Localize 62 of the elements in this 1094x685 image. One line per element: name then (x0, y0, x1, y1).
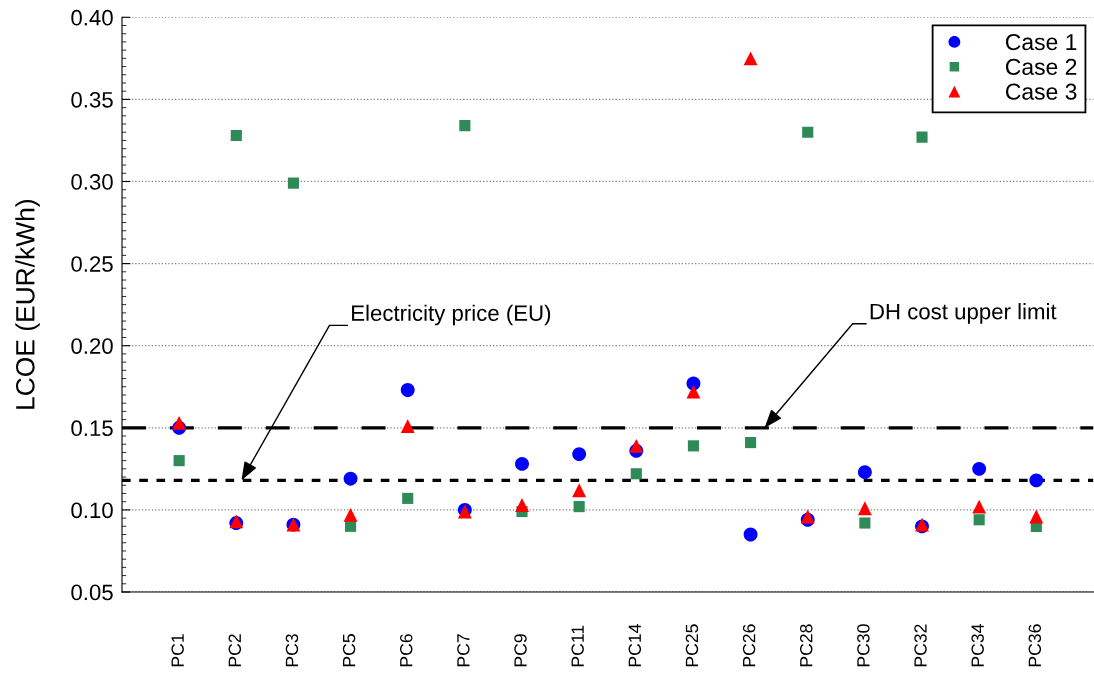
point (859, 517, 871, 529)
x-tick-label: PC32 (914, 624, 927, 667)
ref-line-label: Electricity price (EU) (352, 304, 551, 326)
x-tick-label: PC3 (285, 634, 299, 667)
point (515, 498, 529, 512)
x-tick-label: PC11 (571, 625, 584, 667)
point (687, 440, 699, 452)
x-tick-label: PC26 (742, 624, 756, 667)
point (573, 501, 585, 513)
point (230, 129, 242, 142)
y-tick-label: 0.20 (71, 338, 113, 354)
point (1029, 473, 1044, 488)
point (857, 465, 872, 480)
point (400, 383, 415, 397)
x-tick-label: PC36 (1028, 624, 1042, 667)
x-tick-label: PC14 (628, 624, 642, 667)
point (743, 51, 758, 66)
legend-label: Case 3 (1005, 83, 1077, 100)
point (629, 438, 644, 453)
point (802, 126, 814, 138)
point (686, 384, 701, 399)
ref-line-label: DH cost upper limit (870, 303, 1057, 324)
point (402, 492, 414, 504)
point (572, 483, 587, 498)
x-tick-label: PC9 (514, 634, 527, 667)
point (973, 514, 985, 526)
point (857, 501, 872, 516)
point (1029, 509, 1044, 524)
y-tick-label: 0.25 (71, 256, 113, 272)
x-tick-label: PC1 (171, 634, 184, 667)
x-tick-label: PC25 (685, 624, 699, 667)
point (172, 415, 187, 430)
x-tick-label: PC2 (228, 634, 242, 667)
legend-label: Case 1 (1005, 33, 1077, 51)
legend-label: Case 2 (1005, 58, 1077, 75)
y-tick-label: 0.05 (71, 584, 113, 601)
y-tick-label: 0.35 (71, 91, 113, 108)
point (287, 177, 299, 189)
point (916, 131, 928, 143)
x-tick-label: PC5 (342, 634, 356, 667)
point (343, 507, 358, 522)
y-tick-label: 0.40 (71, 9, 113, 26)
point (972, 461, 987, 476)
y-tick-label: 0.15 (71, 420, 113, 437)
point (515, 456, 529, 471)
x-tick-label: PC30 (857, 624, 870, 667)
point (400, 419, 415, 434)
point (459, 120, 471, 132)
point (630, 468, 642, 480)
x-tick-label: PC6 (399, 634, 413, 667)
point (972, 499, 987, 514)
x-tick-label: PC28 (799, 624, 813, 667)
y-axis-title: LCOE (EUR/kWh) (15, 199, 40, 409)
y-tick-label: 0.30 (71, 174, 113, 190)
point (343, 471, 358, 486)
point (572, 447, 587, 462)
point (745, 437, 757, 449)
x-tick-label: PC34 (971, 624, 984, 667)
y-tick-label: 0.10 (71, 502, 113, 519)
point (743, 527, 758, 542)
point (173, 455, 185, 467)
x-tick-label: PC7 (457, 634, 470, 667)
